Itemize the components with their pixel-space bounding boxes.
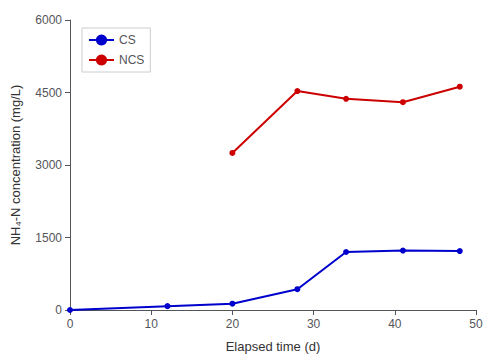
svg-text:NH₄-N concentration (mg/L): NH₄-N concentration (mg/L) (8, 85, 23, 246)
svg-text:20: 20 (226, 317, 240, 331)
svg-text:50: 50 (469, 317, 483, 331)
svg-text:4500: 4500 (35, 86, 62, 100)
svg-text:6000: 6000 (35, 13, 62, 27)
svg-text:0: 0 (55, 303, 62, 317)
svg-text:NCS: NCS (119, 53, 144, 67)
svg-text:30: 30 (307, 317, 321, 331)
svg-text:0: 0 (67, 317, 74, 331)
svg-text:Elapsed time (d): Elapsed time (d) (226, 339, 321, 354)
svg-text:1500: 1500 (35, 231, 62, 245)
svg-text:40: 40 (388, 317, 402, 331)
svg-text:3000: 3000 (35, 158, 62, 172)
svg-text:CS: CS (119, 33, 136, 47)
svg-text:10: 10 (145, 317, 159, 331)
